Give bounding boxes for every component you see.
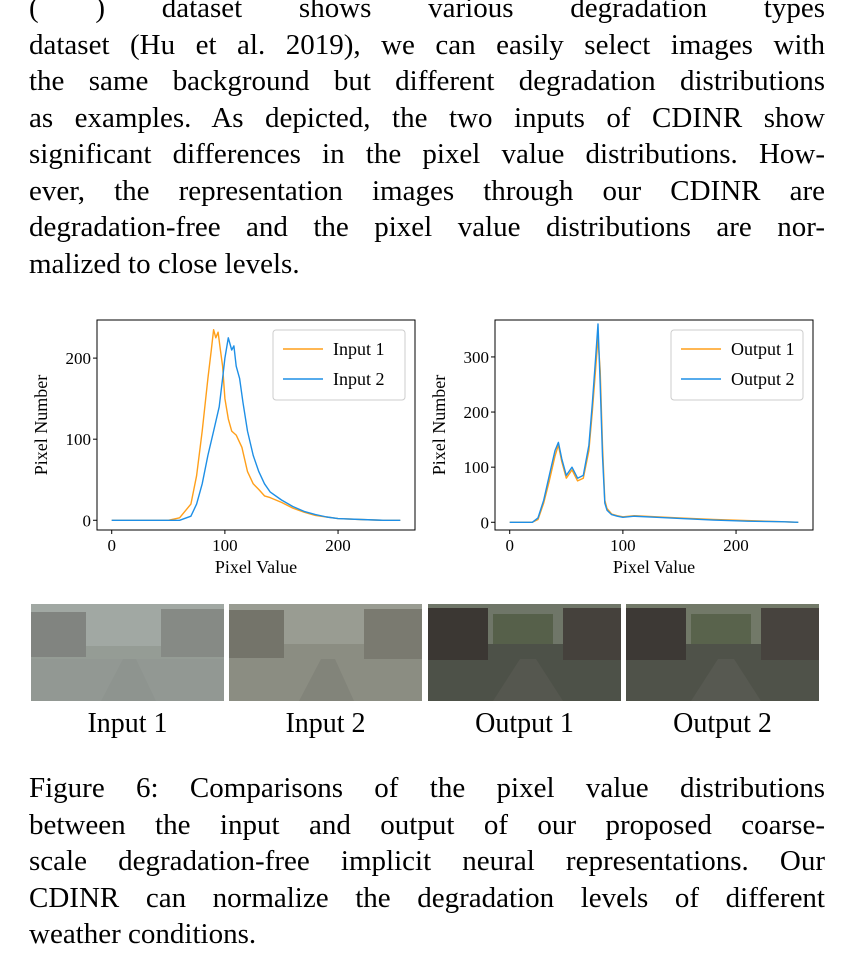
y-tick-label: 100 (464, 458, 490, 477)
y-axis-label: Pixel Number (429, 375, 449, 476)
series-line-2 (509, 323, 799, 524)
histogram-output-plot: 0 100 200 0 100 200 300 Pixel Value Pixel Number… (428, 310, 823, 580)
y-tick-label: 300 (464, 348, 490, 367)
y-tick-label: 100 (66, 430, 92, 449)
x-tick-label: 100 (212, 536, 238, 555)
x-tick-label: 100 (610, 536, 636, 555)
caption-line: between the input and output of our prop… (29, 808, 825, 841)
y-axis-label: Pixel Number (31, 375, 51, 476)
caption-line: scale degradation-free implicit neural r… (29, 845, 825, 877)
plot-frame (96, 319, 416, 531)
paragraph-line: ( ) dataset shows various degradation ty… (29, 0, 825, 24)
caption-line: CDINR can normalize the degradation leve… (29, 881, 825, 914)
body-paragraph: ( ) dataset shows various degradation ty… (29, 0, 825, 282)
y-tick-label: 0 (481, 513, 490, 532)
x-tick-label: 200 (325, 536, 351, 555)
x-axis-label: Pixel Value (215, 557, 297, 577)
caption-line: Figure 6: Comparisons of the pixel value… (29, 772, 825, 804)
thumbnail-input-2 (229, 604, 422, 701)
plot-frame (494, 319, 814, 531)
clean-street-image (428, 604, 621, 701)
x-tick-label: 200 (723, 536, 749, 555)
thumbnail-output-1 (428, 604, 621, 701)
series-line-2 (111, 337, 401, 522)
legend-entry: Input 1 (333, 339, 385, 359)
paragraph-line: the same background but different degrad… (29, 65, 825, 97)
x-axis-label: Pixel Value (613, 557, 695, 577)
y-tick-label: 200 (464, 403, 490, 422)
figure-caption: Figure 6: Comparisons of the pixel value… (29, 770, 825, 953)
thumbnail-output-2 (626, 604, 819, 701)
histogram-output-svg: 0 100 200 0 100 200 300 Pixel Value Pixel Number… (429, 319, 814, 577)
paragraph-line: as examples. As depicted, the two inputs… (29, 101, 825, 134)
caption-line: weather conditions. (29, 918, 257, 950)
series-line-1 (111, 329, 401, 522)
x-tick-label: 0 (505, 536, 514, 555)
thumbnail-label: Output 2 (673, 708, 772, 739)
paragraph-line: malized to close levels. (29, 247, 300, 280)
legend-entry: Output 1 (731, 339, 795, 359)
snowy-street-image (229, 604, 422, 701)
thumbnail-label: Input 2 (285, 708, 366, 739)
legend-box (272, 329, 406, 401)
clean-street-image (626, 604, 819, 701)
paragraph-line: dataset (Hu et al. 2019), we can easily … (29, 28, 825, 61)
x-tick-label: 0 (107, 536, 116, 555)
y-tick-label: 200 (66, 349, 92, 368)
legend-entry: Input 2 (333, 369, 385, 389)
paragraph-line: significant differences in the pixel val… (29, 138, 825, 170)
legend-box (670, 329, 804, 401)
histogram-input-plot: 0 100 200 0 100 200 Pixel Value Pixel Number Inp… (30, 310, 425, 580)
rainy-street-image (31, 604, 224, 701)
legend-entry: Output 2 (731, 369, 795, 389)
paragraph-line: ever, the representation images through … (29, 174, 825, 207)
y-tick-label: 0 (83, 511, 92, 530)
thumbnail-label: Output 1 (475, 708, 574, 739)
histogram-input-svg: 0 100 200 0 100 200 Pixel Value Pixel Number Inp… (31, 319, 416, 577)
thumbnail-label: Input 1 (87, 708, 168, 739)
thumbnail-input-1 (31, 604, 224, 701)
paragraph-line: degradation-free and the pixel value dis… (29, 211, 825, 243)
